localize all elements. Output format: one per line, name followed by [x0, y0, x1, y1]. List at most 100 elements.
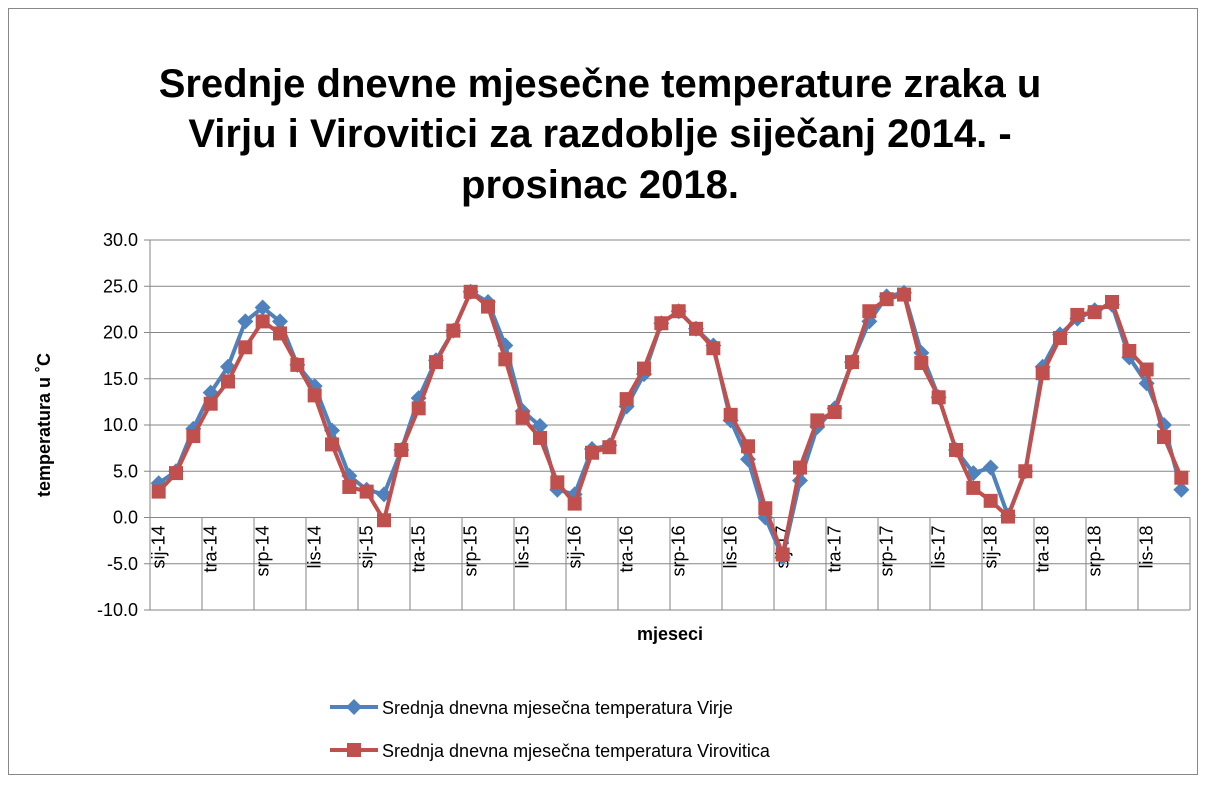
marker [602, 440, 617, 455]
x-tick-label: tra-15 [409, 526, 429, 573]
marker [498, 352, 513, 367]
x-tick-label: lis-15 [513, 526, 533, 569]
x-tick-label: tra-17 [825, 526, 845, 573]
x-tick-label: lis-16 [721, 526, 741, 569]
x-tick-label: sij-18 [981, 526, 1001, 569]
y-tick-label: 15.0 [103, 369, 138, 389]
marker [1174, 470, 1189, 485]
marker [254, 299, 271, 316]
marker [1035, 366, 1050, 381]
marker [654, 316, 669, 331]
marker [567, 496, 582, 511]
x-tick-label: lis-14 [305, 526, 325, 569]
y-tick-label: 30.0 [103, 230, 138, 250]
marker [533, 430, 547, 445]
marker [914, 356, 929, 371]
marker [359, 484, 374, 499]
marker [273, 326, 287, 341]
marker [1122, 344, 1137, 358]
marker [515, 410, 530, 425]
y-tick-label: 10.0 [103, 415, 138, 435]
y-tick-label: 0.0 [113, 508, 138, 528]
x-tick-label: tra-18 [1033, 526, 1053, 573]
marker [325, 437, 339, 452]
marker [532, 417, 548, 434]
x-tick-label: srp-17 [877, 526, 897, 577]
legend-label: Srednja dnevna mjesečna temperatura Viro… [382, 741, 771, 761]
marker [775, 547, 790, 562]
marker [1001, 509, 1015, 524]
marker [793, 460, 807, 475]
marker [827, 405, 842, 420]
marker [255, 314, 270, 329]
marker [637, 361, 651, 376]
marker [342, 479, 357, 494]
series-line [157, 289, 1184, 557]
x-tick-label: srp-14 [253, 526, 273, 577]
marker [706, 341, 721, 356]
legend-label: Srednja dnevna mjesečna temperatura Virj… [382, 698, 733, 718]
marker [689, 321, 703, 336]
marker [290, 357, 305, 372]
x-tick-label: tra-14 [201, 526, 221, 573]
marker [221, 374, 235, 389]
x-tick-label: srp-16 [669, 526, 689, 577]
marker [671, 304, 686, 319]
x-axis-label: mjeseci [637, 624, 703, 644]
marker [186, 429, 201, 444]
marker [810, 413, 825, 428]
y-tick-label: -10.0 [97, 600, 138, 620]
marker [741, 439, 755, 454]
y-axis-label: temperatura u ˚C [34, 353, 54, 497]
x-tick-label: srp-18 [1085, 526, 1105, 577]
chart-title: Srednje dnevne mjesečne temperature zrak… [159, 62, 1042, 106]
marker [151, 484, 166, 499]
marker [982, 459, 999, 476]
marker [429, 355, 443, 370]
marker [845, 355, 859, 370]
marker [481, 299, 495, 314]
marker [585, 445, 599, 460]
x-tick-label: sij-15 [357, 526, 377, 569]
marker [394, 442, 409, 457]
marker [446, 323, 461, 338]
legend-marker [347, 743, 361, 757]
marker [1053, 331, 1067, 346]
marker [758, 501, 773, 516]
marker [169, 466, 183, 481]
marker [1157, 430, 1171, 445]
marker [897, 287, 911, 302]
y-tick-label: 20.0 [103, 323, 138, 343]
marker [949, 442, 963, 457]
marker [983, 493, 998, 508]
marker [238, 340, 253, 355]
marker [203, 396, 218, 411]
y-tick-label: 25.0 [103, 276, 138, 296]
marker [1070, 307, 1085, 322]
marker [1173, 481, 1190, 498]
x-tick-label: lis-18 [1137, 526, 1157, 569]
marker [1018, 464, 1033, 479]
y-tick-label: 5.0 [113, 461, 138, 481]
marker [272, 313, 288, 330]
chart-title: Virju i Virovitici za razdoblje siječanj… [188, 112, 1011, 156]
x-tick-label: tra-16 [617, 526, 637, 573]
marker [1087, 305, 1102, 320]
marker [307, 388, 322, 403]
marker [966, 480, 981, 495]
marker [1105, 294, 1119, 309]
marker [377, 513, 391, 528]
series [151, 284, 1189, 562]
x-tick-label: sij-14 [149, 526, 169, 569]
x-tick-label: lis-17 [929, 526, 949, 569]
marker [1139, 362, 1154, 377]
marker [619, 392, 634, 407]
marker [862, 304, 877, 319]
marker [237, 313, 254, 330]
marker [550, 475, 565, 490]
marker [931, 390, 946, 405]
marker [879, 292, 894, 307]
marker [411, 401, 426, 416]
